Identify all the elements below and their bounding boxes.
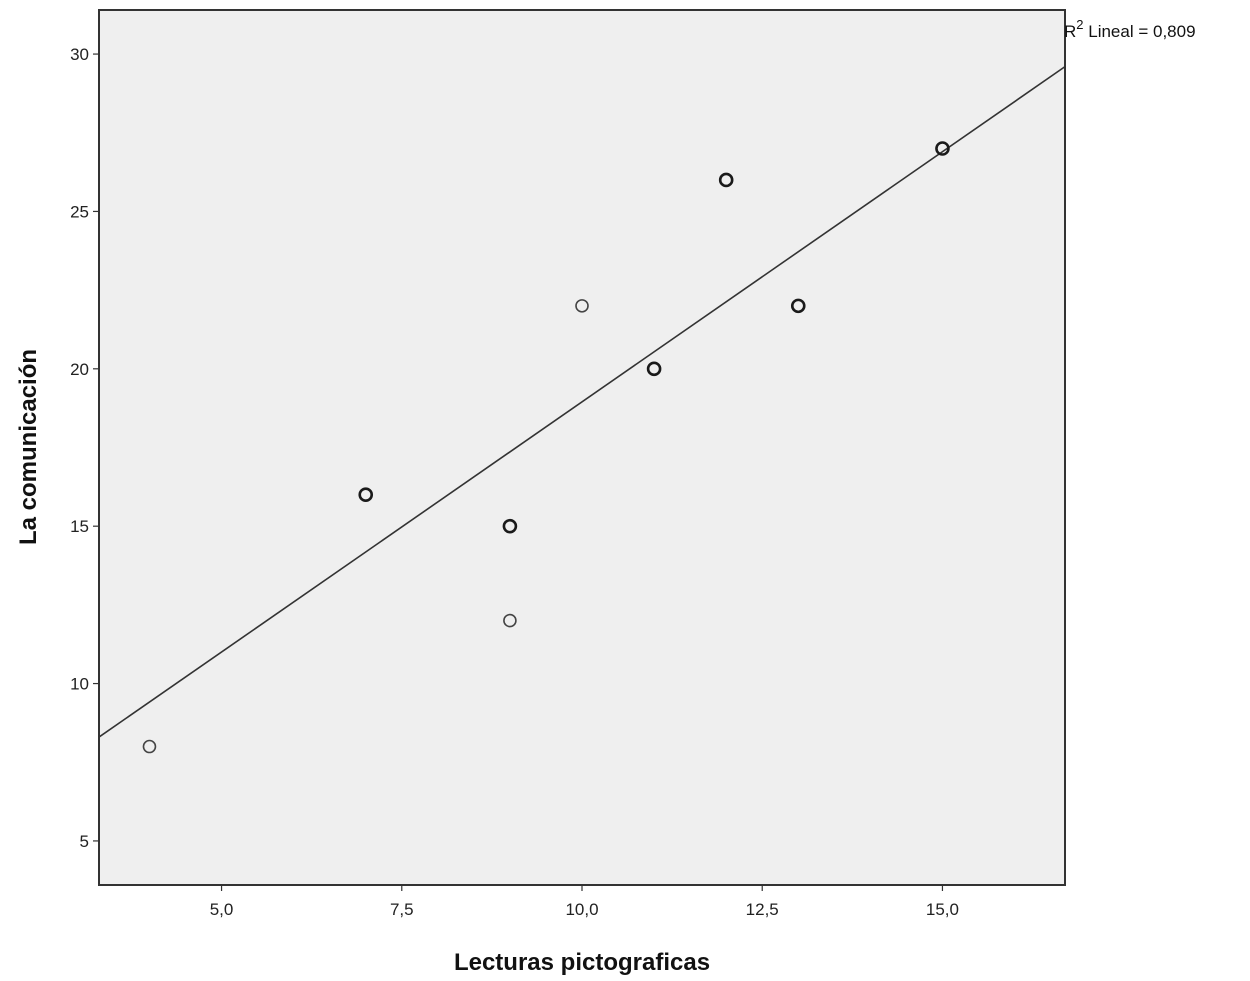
x-tick-label: 10,0: [565, 900, 598, 919]
x-tick-label: 7,5: [390, 900, 414, 919]
x-tick-label: 15,0: [926, 900, 959, 919]
y-tick-label: 10: [70, 675, 89, 694]
y-tick-label: 30: [70, 45, 89, 64]
regression-line: [98, 65, 1066, 738]
data-point: [575, 299, 589, 313]
x-axis: 5,0 7,5 10,0 12,5 15,0: [210, 885, 959, 919]
y-tick-label: 20: [70, 360, 89, 379]
r-squared-annotation: R2 Lineal = 0,809: [1064, 17, 1196, 41]
x-tick-label: 12,5: [746, 900, 779, 919]
data-point: [358, 487, 374, 503]
y-axis-title: La comunicación: [15, 349, 42, 545]
data-point: [502, 518, 518, 534]
r-squared-superscript: 2: [1076, 17, 1083, 32]
data-point: [790, 298, 806, 314]
data-point: [935, 141, 950, 156]
data-points: [142, 141, 950, 754]
plot-area: [98, 9, 1066, 886]
data-point: [718, 172, 734, 188]
y-tick-label: 5: [80, 832, 89, 851]
r-squared-prefix: R: [1064, 22, 1076, 41]
x-tick-label: 5,0: [210, 900, 234, 919]
y-tick-label: 25: [70, 202, 89, 221]
y-axis: 5 10 15 20 25 30: [70, 45, 99, 851]
x-axis-title: Lecturas pictograficas: [454, 949, 710, 976]
data-point: [503, 613, 517, 628]
y-tick-label: 15: [70, 517, 89, 536]
r-squared-value: Lineal = 0,809: [1084, 22, 1196, 41]
data-point: [646, 361, 662, 377]
data-point: [142, 739, 157, 754]
